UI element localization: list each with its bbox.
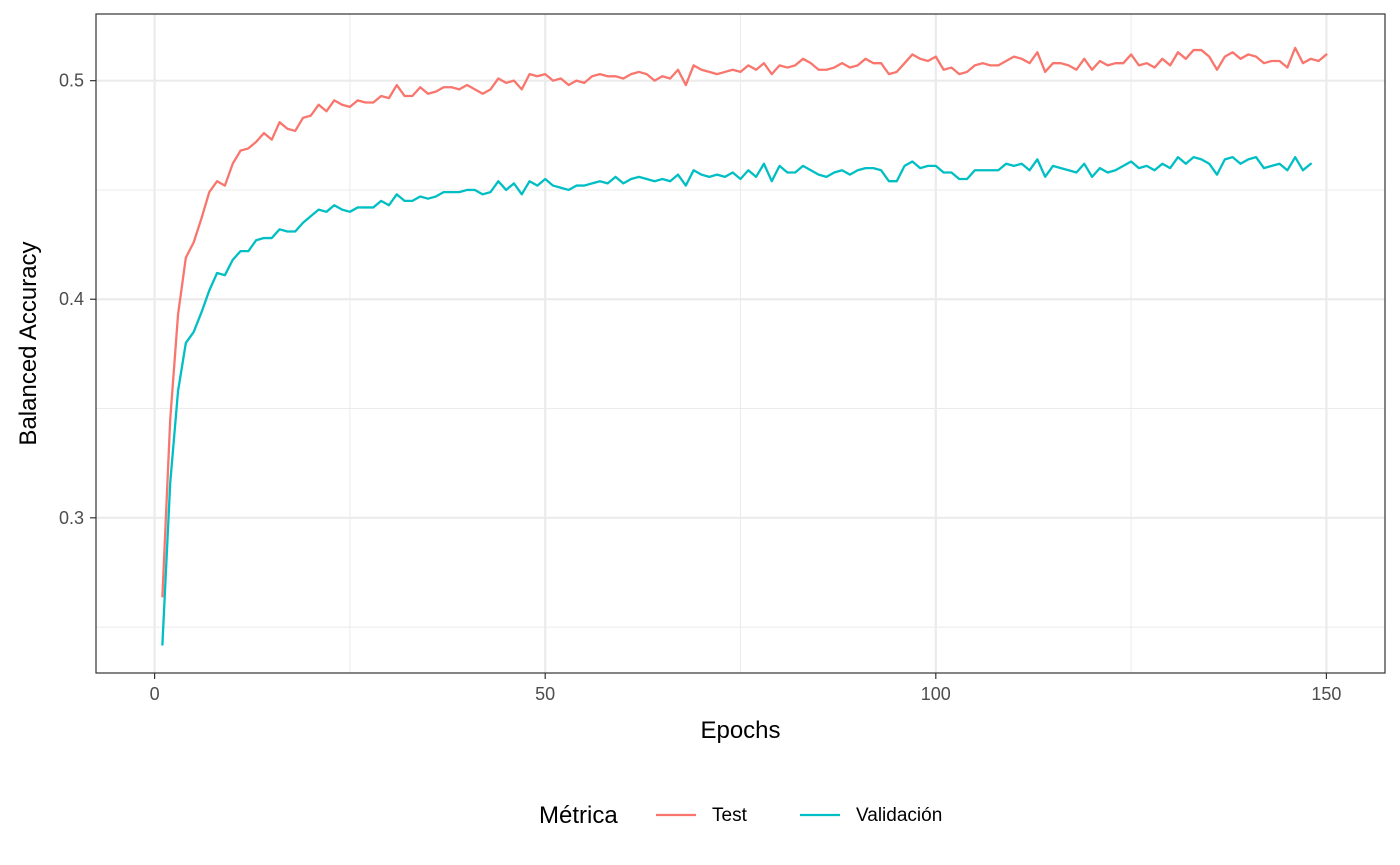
y-axis-ticks: 0.3 0.4 0.5 — [59, 71, 96, 528]
series-lines — [161, 46, 1328, 646]
y-tick-label: 0.5 — [59, 71, 84, 91]
x-axis-title: Epochs — [700, 717, 780, 744]
legend: Métrica Test Validación — [539, 802, 942, 829]
y-tick-label: 0.4 — [59, 289, 84, 309]
x-tick-label: 150 — [1311, 684, 1341, 704]
grid-minor — [96, 14, 1385, 673]
x-tick-label: 100 — [921, 684, 951, 704]
x-tick-label: 50 — [535, 684, 555, 704]
series-line-validacion — [161, 156, 1312, 646]
y-tick-label: 0.3 — [59, 508, 84, 528]
x-axis-ticks: 0 50 100 150 — [150, 673, 1341, 704]
panel-border — [95, 13, 1386, 674]
grid-major — [96, 14, 1385, 673]
legend-label-validacion: Validación — [856, 805, 942, 826]
legend-title: Métrica — [539, 802, 618, 829]
x-tick-label: 0 — [150, 684, 160, 704]
legend-items: Test Validación — [656, 805, 942, 826]
series-line-test — [161, 46, 1328, 598]
legend-label-test: Test — [712, 805, 748, 826]
y-axis-title: Balanced Accuracy — [15, 241, 42, 445]
